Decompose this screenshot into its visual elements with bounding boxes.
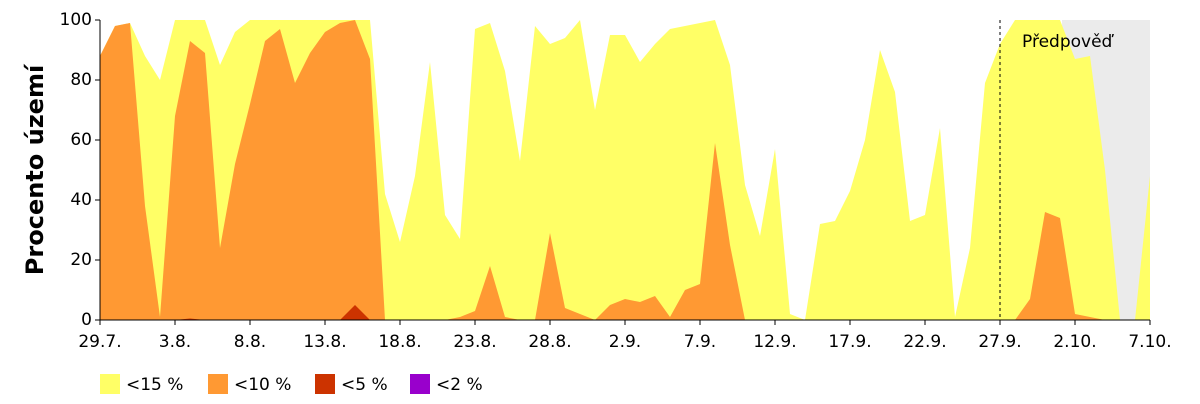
- x-tick-label: 13.8.: [303, 332, 346, 352]
- y-tick-label: 60: [70, 130, 92, 150]
- x-tick-label: 7.9.: [684, 332, 716, 352]
- legend-swatch: [100, 374, 120, 394]
- x-tick-label: 22.9.: [903, 332, 946, 352]
- x-tick-label: 29.7.: [78, 332, 121, 352]
- x-tick-label: 3.8.: [159, 332, 191, 352]
- legend-swatch: [208, 374, 228, 394]
- y-axis-label: Procento území: [21, 63, 49, 275]
- x-tick-label: 18.8.: [378, 332, 421, 352]
- x-tick-label: 8.8.: [234, 332, 266, 352]
- x-tick-label: 7.10.: [1128, 332, 1171, 352]
- x-tick-label: 12.9.: [753, 332, 796, 352]
- legend-label: <15 %: [126, 375, 183, 395]
- x-tick-label: 17.9.: [828, 332, 871, 352]
- x-tick-label: 2.10.: [1053, 332, 1096, 352]
- y-tick-label: 0: [81, 310, 92, 330]
- y-tick-label: 80: [70, 70, 92, 90]
- x-tick-label: 23.8.: [453, 332, 496, 352]
- legend-label: <10 %: [234, 375, 291, 395]
- legend-swatch: [410, 374, 430, 394]
- area: [100, 20, 1150, 320]
- legend-label: <5 %: [341, 375, 388, 395]
- y-tick-label: 20: [70, 250, 92, 270]
- annotation: Předpověď: [1022, 32, 1115, 52]
- x-tick-label: 27.9.: [978, 332, 1021, 352]
- legend-swatch: [315, 374, 335, 394]
- x-tick-label: 28.8.: [528, 332, 571, 352]
- x-tick-label: 2.9.: [609, 332, 641, 352]
- y-tick-label: 40: [70, 190, 92, 210]
- legend-label: <2 %: [436, 375, 483, 395]
- area: [100, 305, 1150, 320]
- y-tick-label: 100: [60, 10, 92, 30]
